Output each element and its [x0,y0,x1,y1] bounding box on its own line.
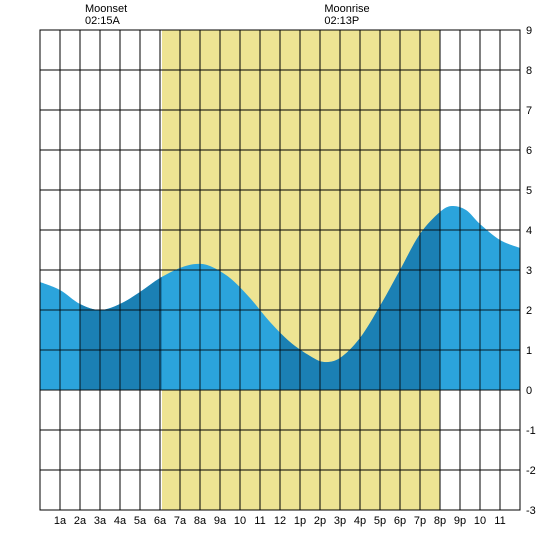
x-tick-label: 11 [254,515,265,527]
x-tick-label: 12 [274,515,286,527]
x-tick-label: 8p [434,515,446,527]
x-tick-label: 10 [234,515,246,527]
y-tick-label: 7 [526,105,532,117]
y-tick-label: 3 [526,265,532,277]
y-tick-label: 0 [526,385,532,397]
moonset-label: Moonset [85,3,127,15]
y-tick-label: 1 [526,345,532,357]
y-tick-label: 9 [526,25,532,37]
moonset-time: 02:15A [85,15,121,27]
x-tick-label: 3a [94,515,107,527]
x-tick-label: 7p [414,515,426,527]
x-tick-label: 4p [354,515,366,527]
x-tick-label: 8a [194,515,207,527]
x-tick-label: 2a [74,515,87,527]
y-tick-label: -1 [526,425,536,437]
x-tick-label: 1a [54,515,67,527]
x-tick-label: 5p [374,515,386,527]
x-tick-label: 7a [174,515,187,527]
y-tick-label: 2 [526,305,532,317]
x-tick-label: 3p [334,515,346,527]
x-tick-label: 1p [294,515,306,527]
y-tick-label: 6 [526,145,532,157]
x-tick-label: 6a [154,515,167,527]
x-tick-label: 2p [314,515,326,527]
x-tick-label: 4a [114,515,127,527]
x-tick-label: 6p [394,515,406,527]
tide-chart: -3-2-101234567891a2a3a4a5a6a7a8a9a101112… [0,0,550,550]
x-tick-label: 10 [474,515,486,527]
y-tick-label: -3 [526,505,536,517]
x-tick-label: 9p [454,515,466,527]
x-tick-label: 11 [494,515,505,527]
x-tick-label: 5a [134,515,147,527]
y-tick-label: -2 [526,465,536,477]
y-tick-label: 5 [526,185,532,197]
x-tick-label: 9a [214,515,227,527]
y-tick-label: 8 [526,65,532,77]
moonrise-label: Moonrise [324,3,369,15]
chart-svg: -3-2-101234567891a2a3a4a5a6a7a8a9a101112… [0,0,550,550]
moonrise-time: 02:13P [324,15,359,27]
y-tick-label: 4 [526,225,532,237]
